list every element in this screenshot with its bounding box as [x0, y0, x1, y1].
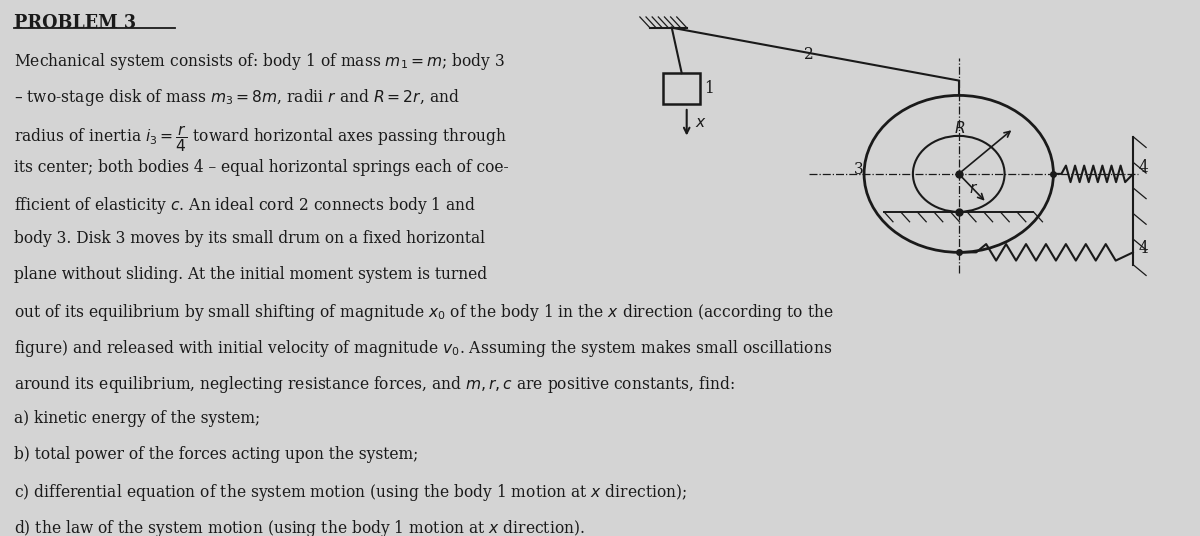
Text: b) total power of the forces acting upon the system;: b) total power of the forces acting upon… [14, 446, 419, 463]
Text: $x$: $x$ [695, 114, 707, 131]
Text: radius of inertia $i_3=\dfrac{r}{4}$ toward horizontal axes passing through: radius of inertia $i_3=\dfrac{r}{4}$ tow… [14, 123, 506, 153]
Text: – two-stage disk of mass $m_3=8m$, radii $r$ and $R=2r$, and: – two-stage disk of mass $m_3=8m$, radii… [14, 87, 460, 108]
Text: a) kinetic energy of the system;: a) kinetic energy of the system; [14, 410, 260, 427]
Text: figure) and released with initial velocity of magnitude $v_0$. Assuming the syst: figure) and released with initial veloci… [14, 338, 833, 359]
Text: 4: 4 [1138, 159, 1148, 176]
Text: fficient of elasticity $c$. An ideal cord 2 connects body 1 and: fficient of elasticity $c$. An ideal cor… [14, 195, 476, 215]
Text: around its equilibrium, neglecting resistance forces, and $m, r, c$ are positive: around its equilibrium, neglecting resis… [14, 374, 734, 395]
Text: out of its equilibrium by small shifting of magnitude $x_0$ of the body 1 in the: out of its equilibrium by small shifting… [14, 302, 834, 323]
Text: c) differential equation of the system motion (using the body 1 motion at $x$ di: c) differential equation of the system m… [14, 482, 688, 503]
Text: 2: 2 [804, 47, 814, 63]
Text: PROBLEM 3: PROBLEM 3 [14, 13, 136, 32]
Text: Mechanical system consists of: body 1 of mass $m_1=m$; body 3: Mechanical system consists of: body 1 of… [14, 51, 505, 72]
Text: its center; both bodies 4 – equal horizontal springs each of coe-: its center; both bodies 4 – equal horizo… [14, 159, 509, 176]
Text: 3: 3 [854, 161, 864, 178]
Text: $r$: $r$ [968, 180, 978, 197]
Text: 4: 4 [1138, 240, 1148, 257]
Text: body 3. Disk 3 moves by its small drum on a fixed horizontal: body 3. Disk 3 moves by its small drum o… [14, 230, 485, 248]
Text: d) the law of the system motion (using the body 1 motion at $x$ direction).: d) the law of the system motion (using t… [14, 518, 584, 536]
Text: $R$: $R$ [954, 120, 965, 137]
Bar [664, 73, 700, 105]
Text: plane without sliding. At the initial moment system is turned: plane without sliding. At the initial mo… [14, 266, 487, 284]
Text: 1: 1 [704, 80, 714, 98]
